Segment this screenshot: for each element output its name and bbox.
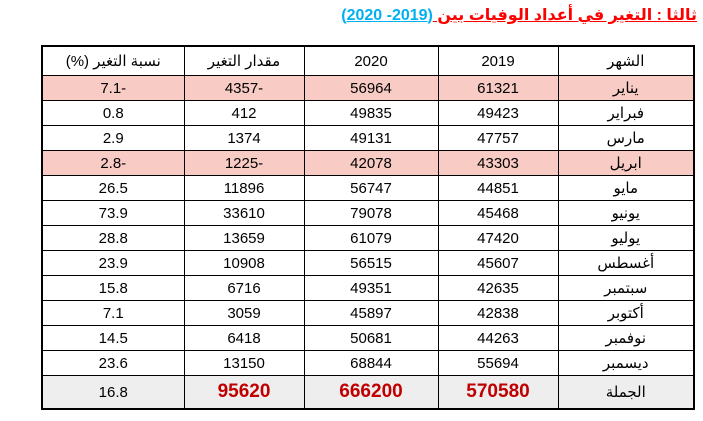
total-change: 95620 [183, 375, 305, 410]
cell-change: 6716 [183, 275, 305, 301]
table-row: يونيو 45468 79078 33610 73.9 [41, 200, 695, 226]
cell-2019: 49423 [437, 100, 559, 126]
cell-2020: 42078 [303, 150, 439, 176]
cell-change: 1225- [183, 150, 305, 176]
cell-change: 13659 [183, 225, 305, 251]
cell-change: 6418 [183, 325, 305, 351]
cell-change: 33610 [183, 200, 305, 226]
cell-month: يوليو [557, 225, 695, 251]
cell-2020: 56964 [303, 75, 439, 101]
table-row: نوفمبر 44263 50681 6418 14.5 [41, 325, 695, 351]
cell-month: سبتمبر [557, 275, 695, 301]
cell-2020: 68844 [303, 350, 439, 376]
total-2019: 570580 [437, 375, 559, 410]
cell-change: 11896 [183, 175, 305, 201]
cell-pct: 73.9 [41, 200, 185, 226]
header-row: الشهر 2019 2020 مقدار التغير نسبة التغير… [41, 45, 695, 76]
cell-change: 10908 [183, 250, 305, 276]
total-row: الجملة 570580 666200 95620 16.8 [41, 375, 695, 410]
table-row: يوليو 47420 61079 13659 28.8 [41, 225, 695, 251]
cell-pct: 26.5 [41, 175, 185, 201]
header-2020: 2020 [303, 45, 439, 76]
cell-pct: 28.8 [41, 225, 185, 251]
cell-pct: 14.5 [41, 325, 185, 351]
cell-2019: 44851 [437, 175, 559, 201]
header-month: الشهر [557, 45, 695, 76]
cell-2019: 47757 [437, 125, 559, 151]
total-label: الجملة [557, 375, 695, 410]
cell-2019: 47420 [437, 225, 559, 251]
table-row: سبتمبر 42635 49351 6716 15.8 [41, 275, 695, 301]
cell-month: يونيو [557, 200, 695, 226]
total-pct: 16.8 [41, 375, 185, 410]
cell-month: مايو [557, 175, 695, 201]
cell-2020: 49131 [303, 125, 439, 151]
cell-2020: 56515 [303, 250, 439, 276]
cell-month: نوفمبر [557, 325, 695, 351]
cell-month: فبراير [557, 100, 695, 126]
cell-2019: 45607 [437, 250, 559, 276]
cell-2020: 45897 [303, 300, 439, 326]
table-row: مارس 47757 49131 1374 2.9 [41, 125, 695, 151]
header-change: مقدار التغير [183, 45, 305, 76]
table-row: يناير 61321 56964 4357- 7.1- [41, 75, 695, 101]
cell-pct: 23.9 [41, 250, 185, 276]
cell-pct: 0.8 [41, 100, 185, 126]
cell-pct: 23.6 [41, 350, 185, 376]
cell-2020: 49351 [303, 275, 439, 301]
title-text: ثالثا : التغير في أعداد الوفيات بين [432, 7, 697, 24]
cell-month: يناير [557, 75, 695, 101]
deaths-change-table: الشهر 2019 2020 مقدار التغير نسبة التغير… [41, 45, 695, 410]
cell-2019: 44263 [437, 325, 559, 351]
table-row: أغسطس 45607 56515 10908 23.9 [41, 250, 695, 276]
cell-month: أغسطس [557, 250, 695, 276]
cell-2020: 50681 [303, 325, 439, 351]
table-row: ابريل 43303 42078 1225- 2.8- [41, 150, 695, 176]
cell-2020: 49835 [303, 100, 439, 126]
cell-2019: 61321 [437, 75, 559, 101]
cell-change: 1374 [183, 125, 305, 151]
cell-month: مارس [557, 125, 695, 151]
cell-2020: 56747 [303, 175, 439, 201]
page-title: ثالثا : التغير في أعداد الوفيات بين (201… [341, 5, 697, 25]
cell-2019: 45468 [437, 200, 559, 226]
table-row: مايو 44851 56747 11896 26.5 [41, 175, 695, 201]
cell-2019: 43303 [437, 150, 559, 176]
cell-change: 3059 [183, 300, 305, 326]
cell-2020: 61079 [303, 225, 439, 251]
table-row: أكتوبر 42838 45897 3059 7.1 [41, 300, 695, 326]
cell-change: 4357- [183, 75, 305, 101]
cell-change: 13150 [183, 350, 305, 376]
header-2019: 2019 [437, 45, 559, 76]
table-row: فبراير 49423 49835 412 0.8 [41, 100, 695, 126]
cell-2020: 79078 [303, 200, 439, 226]
cell-pct: 7.1- [41, 75, 185, 101]
cell-pct: 2.9 [41, 125, 185, 151]
cell-month: أكتوبر [557, 300, 695, 326]
cell-2019: 42838 [437, 300, 559, 326]
cell-pct: 7.1 [41, 300, 185, 326]
header-pct: نسبة التغير (%) [41, 45, 185, 76]
total-2020: 666200 [303, 375, 439, 410]
table-row: ديسمبر 55694 68844 13150 23.6 [41, 350, 695, 376]
cell-2019: 42635 [437, 275, 559, 301]
cell-pct: 15.8 [41, 275, 185, 301]
cell-month: ديسمبر [557, 350, 695, 376]
cell-month: ابريل [557, 150, 695, 176]
title-years: (2019- 2020) [341, 7, 433, 24]
cell-change: 412 [183, 100, 305, 126]
cell-pct: 2.8- [41, 150, 185, 176]
cell-2019: 55694 [437, 350, 559, 376]
